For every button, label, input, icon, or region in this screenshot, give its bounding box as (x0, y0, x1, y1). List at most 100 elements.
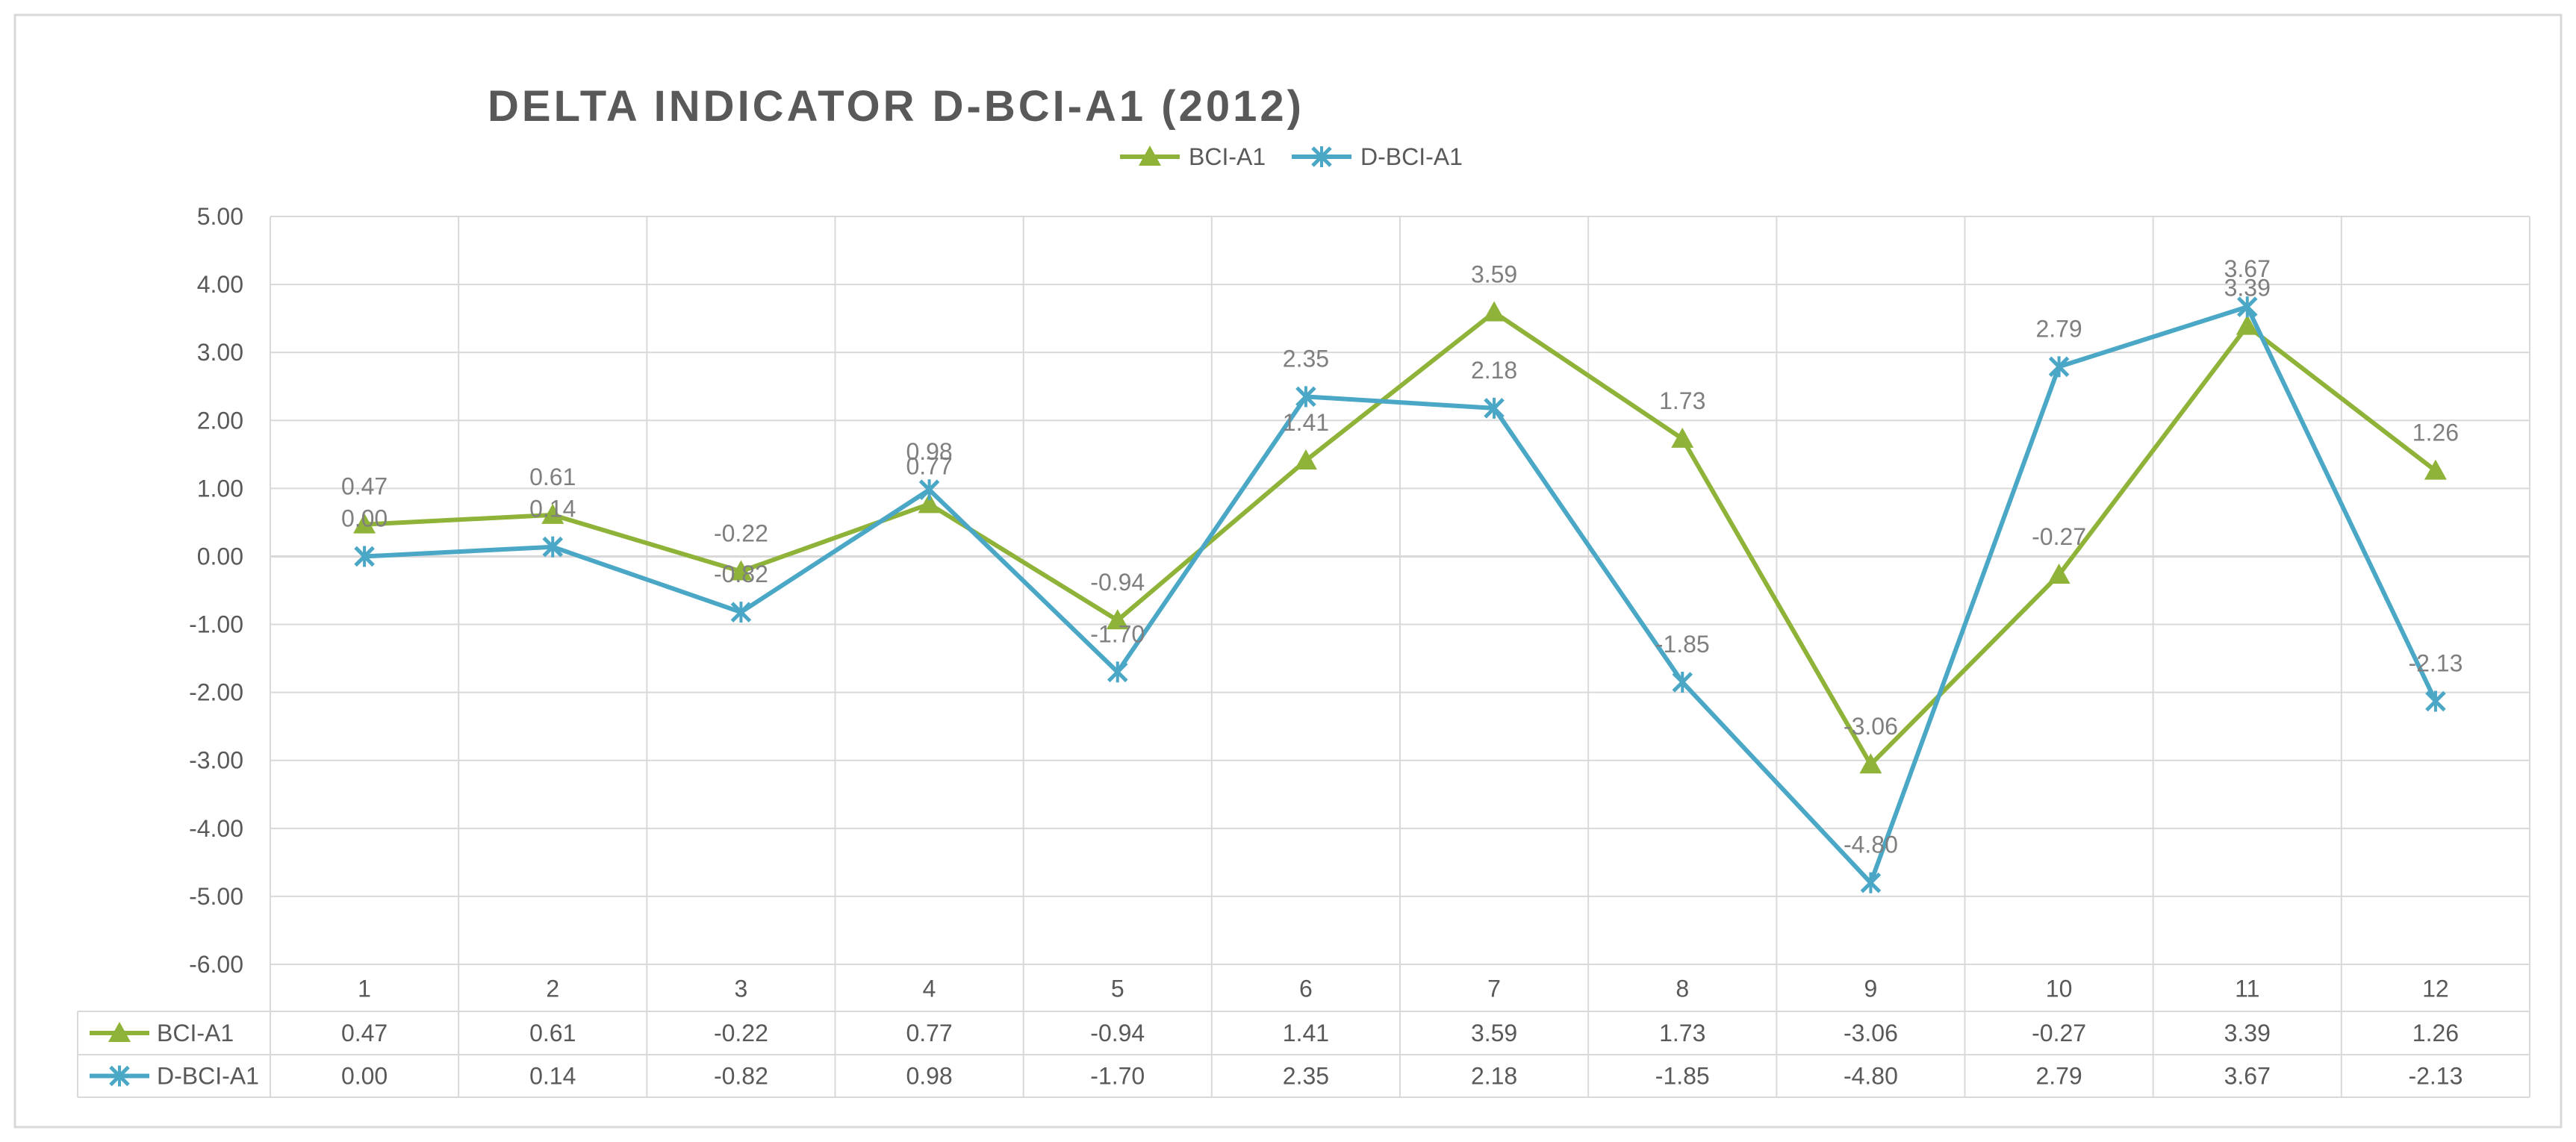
table-cell: 0.98 (906, 1063, 952, 1090)
table-cell: 2.35 (1283, 1063, 1329, 1090)
y-tick-label: 3.00 (197, 339, 243, 366)
y-tick-label: 5.00 (197, 203, 243, 230)
point-marker (2424, 459, 2447, 480)
table-cell: -1.85 (1655, 1063, 1710, 1090)
series-line-d-bci-a1 (364, 305, 2438, 885)
data-label: 0.98 (906, 438, 952, 465)
point-marker (541, 503, 564, 524)
y-tick-label: -6.00 (189, 951, 243, 978)
point-marker (108, 1022, 131, 1042)
point-marker (2048, 356, 2070, 378)
table-cell: 3.39 (2224, 1020, 2271, 1046)
data-label: 0.47 (341, 473, 388, 500)
x-tick-label: 8 (1676, 976, 1689, 1002)
y-tick-label: 4.00 (197, 271, 243, 298)
chart-border (13, 13, 2563, 1129)
data-labels: 0.47 0.61 -0.22 0.77 -0.94 1.41 3.59 1.73 -3.06 -… (341, 255, 2463, 858)
x-tick-label: 4 (923, 976, 936, 1002)
y-tick-label: -1.00 (189, 611, 243, 638)
table-cell: 3.67 (2224, 1063, 2271, 1090)
data-label: -2.13 (2408, 649, 2463, 676)
table-cell: 1.73 (1659, 1020, 1705, 1046)
point-marker (1484, 397, 1505, 419)
point-marker (353, 513, 376, 534)
grid (270, 216, 2530, 1097)
point-marker (918, 493, 941, 514)
data-label: 3.39 (2224, 275, 2271, 302)
x-tick-label: 2 (546, 976, 559, 1002)
point-marker (1860, 872, 1882, 893)
point-marker (109, 1065, 130, 1087)
table-cell: 0.61 (529, 1020, 576, 1046)
table-cell: -0.82 (714, 1063, 768, 1090)
data-label: 1.73 (1659, 387, 1705, 414)
legend: BCI-A1 D-BCI-A1 (1120, 143, 1463, 170)
data-label: -1.70 (1090, 620, 1145, 647)
legend-label: D-BCI-A1 (1360, 143, 1463, 170)
data-label: -3.06 (1844, 713, 1898, 740)
point-marker (2236, 314, 2259, 335)
table-cell: 0.77 (906, 1020, 952, 1046)
plot-area (353, 296, 2447, 893)
x-tick-label: 12 (2422, 976, 2449, 1002)
x-tick-label: 9 (1864, 976, 1878, 1002)
table-cell: -0.27 (2032, 1020, 2086, 1046)
x-tick-label: 1 (358, 976, 371, 1002)
data-label: 0.77 (906, 452, 952, 479)
point-marker (1295, 386, 1316, 408)
table-series-name: BCI-A1 (157, 1020, 234, 1046)
data-label: 0.00 (341, 505, 388, 531)
x-tick-label: 6 (1299, 976, 1313, 1002)
data-label: 2.35 (1283, 345, 1329, 372)
point-marker (2425, 690, 2446, 712)
y-tick-label: 2.00 (197, 407, 243, 434)
y-axis: 5.00 4.00 3.00 2.00 1.00 0.00 -1.00 -2.00 -3.00 -… (189, 203, 243, 978)
legend-label: BCI-A1 (1189, 143, 1266, 170)
y-tick-label: -5.00 (189, 883, 243, 910)
point-marker (1483, 301, 1506, 322)
table-cell: -3.06 (1844, 1020, 1898, 1046)
point-marker (1859, 753, 1882, 774)
data-label: 2.18 (1471, 357, 1517, 384)
y-tick-label: -3.00 (189, 747, 243, 774)
point-marker (1294, 449, 1317, 470)
table-cell: -2.13 (2408, 1063, 2463, 1090)
data-label: 0.14 (529, 496, 576, 522)
point-marker (1107, 661, 1128, 683)
series-line-bci-a1 (364, 310, 2437, 767)
point-marker (1311, 146, 1332, 167)
data-label: -0.27 (2032, 523, 2086, 550)
x-tick-label: 11 (2235, 976, 2259, 1002)
y-tick-label: 0.00 (197, 543, 243, 570)
table-cell: 0.47 (341, 1020, 388, 1046)
table-cell: 1.41 (1283, 1020, 1329, 1046)
x-tick-label: 7 (1487, 976, 1501, 1002)
table-cell: -1.70 (1090, 1063, 1145, 1090)
table-cell: 0.14 (529, 1063, 576, 1090)
table-cell: 3.59 (1471, 1020, 1517, 1046)
point-marker (542, 536, 564, 558)
data-label: 0.61 (529, 464, 576, 490)
data-label: 1.26 (2412, 419, 2459, 446)
table-cell: 2.79 (2035, 1063, 2082, 1090)
data-label: 2.79 (2035, 315, 2082, 342)
point-marker (2047, 564, 2071, 584)
point-marker (354, 546, 375, 567)
table-cell: -0.94 (1090, 1020, 1145, 1046)
y-tick-label: 1.00 (197, 475, 243, 502)
point-marker (1672, 671, 1693, 693)
data-label: -0.94 (1090, 569, 1145, 596)
point-marker (918, 479, 940, 501)
point-marker (729, 560, 753, 581)
table-cell: 2.18 (1471, 1063, 1517, 1090)
point-marker (1671, 427, 1694, 448)
point-marker (1106, 609, 1129, 630)
data-label: 3.67 (2224, 255, 2271, 282)
data-label: -0.82 (714, 561, 768, 587)
data-label: -0.22 (714, 519, 768, 546)
table-cell: 1.26 (2412, 1020, 2459, 1046)
table-cell: -4.80 (1844, 1063, 1898, 1090)
y-tick-label: -4.00 (189, 815, 243, 842)
